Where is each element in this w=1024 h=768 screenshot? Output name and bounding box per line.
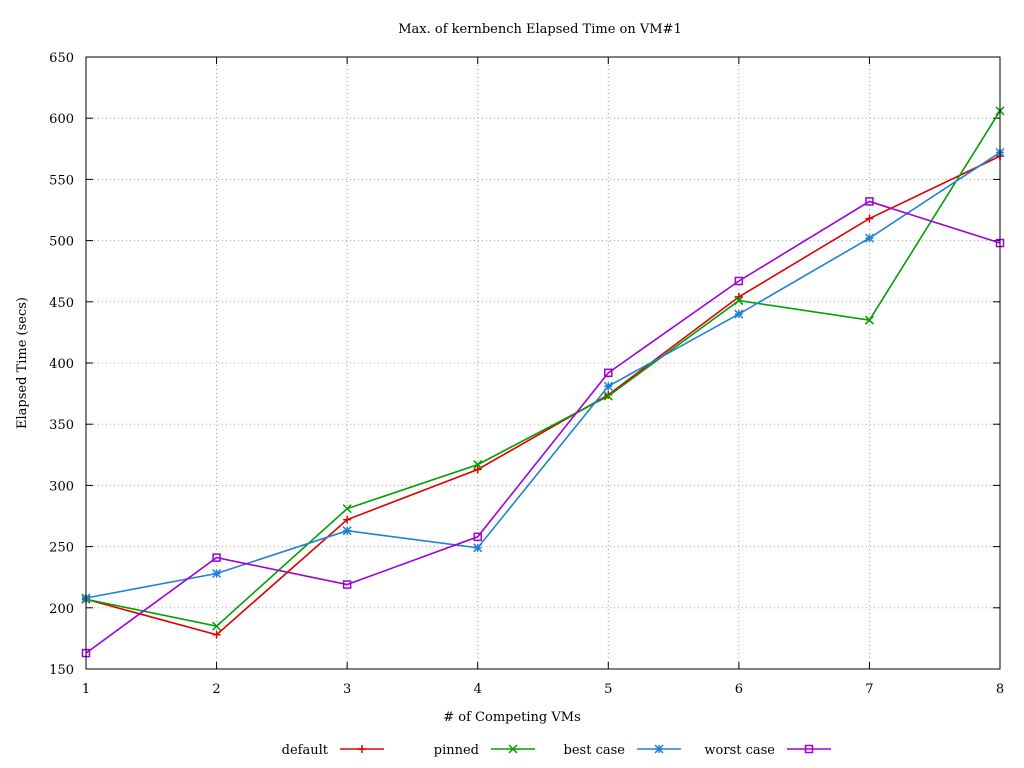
data-point-pinned	[603, 391, 613, 401]
series-line-best-case	[85, 151, 1001, 599]
axes: 150 200 250 300 350 400 450 500 550 600 650 1 2 3 4 5 6 7…	[49, 51, 1004, 697]
legend-marker-pinned	[508, 744, 518, 754]
data-point-best-case	[603, 381, 613, 391]
x-tick-label: 5	[604, 682, 612, 697]
series-line-default	[85, 155, 1001, 636]
y-tick-label: 450	[49, 296, 74, 311]
series-line-pinned	[85, 110, 1001, 628]
legend-marker-default	[358, 745, 366, 753]
x-tick-label: 3	[343, 682, 351, 697]
x-tick-label: 4	[474, 682, 482, 697]
x-axis-label: # of Competing VMs	[443, 710, 581, 725]
data-point-worst-case	[734, 276, 744, 286]
chart-title: Max. of kernbench Elapsed Time on VM#1	[398, 22, 681, 37]
data-point-pinned	[473, 460, 483, 470]
data-point-default	[865, 214, 874, 223]
y-tick-label: 350	[49, 418, 74, 433]
y-tick-label: 500	[49, 235, 74, 250]
x-tick-label: 7	[865, 682, 873, 697]
data-point-default	[212, 630, 221, 639]
x-tick-label: 2	[212, 682, 220, 697]
x-tick-label: 1	[82, 682, 90, 697]
data-point-pinned	[734, 296, 744, 306]
y-tick-label: 150	[49, 663, 74, 678]
data-point-default	[473, 465, 482, 474]
data-point-default	[343, 515, 352, 524]
y-tick-label: 650	[49, 51, 74, 66]
data-point-worst-case	[865, 197, 874, 206]
data-point-worst-case	[473, 532, 482, 542]
data-point-worst-case	[604, 368, 613, 378]
data-point-best-case	[734, 309, 744, 319]
data-point-best-case	[864, 233, 874, 243]
grid	[86, 57, 1000, 669]
legend-label-best-case: best case	[564, 743, 626, 758]
y-tick-label: 300	[49, 479, 74, 494]
data-point-best-case	[342, 526, 352, 536]
data-point-best-case	[212, 568, 222, 579]
y-tick-label: 200	[49, 602, 74, 617]
legend-marker-worst-case	[804, 744, 814, 754]
data-point-best-case	[473, 543, 483, 553]
plot-frame	[85, 56, 1001, 670]
data-point-pinned	[864, 315, 874, 325]
data-point-pinned	[212, 621, 222, 631]
data-point-pinned	[342, 504, 352, 514]
data-point-worst-case	[342, 580, 352, 589]
legend-label-worst-case: worst case	[704, 743, 775, 758]
y-axis-label: Elapsed Time (secs)	[15, 297, 30, 429]
y-tick-label: 550	[49, 173, 74, 188]
series-line-worst-case	[85, 200, 1001, 654]
legend-label-default: default	[282, 743, 329, 758]
data-point-worst-case	[212, 553, 221, 562]
y-tick-label: 600	[49, 112, 74, 127]
legend-marker-best-case	[654, 744, 664, 754]
x-tick-label: 6	[735, 682, 743, 697]
y-tick-label: 250	[49, 541, 74, 556]
legend: default pinned best case worst case	[282, 743, 831, 758]
series-group	[81, 106, 1005, 658]
y-tick-label: 400	[49, 357, 74, 372]
x-tick-label: 8	[996, 682, 1004, 697]
legend-label-pinned: pinned	[434, 743, 479, 758]
